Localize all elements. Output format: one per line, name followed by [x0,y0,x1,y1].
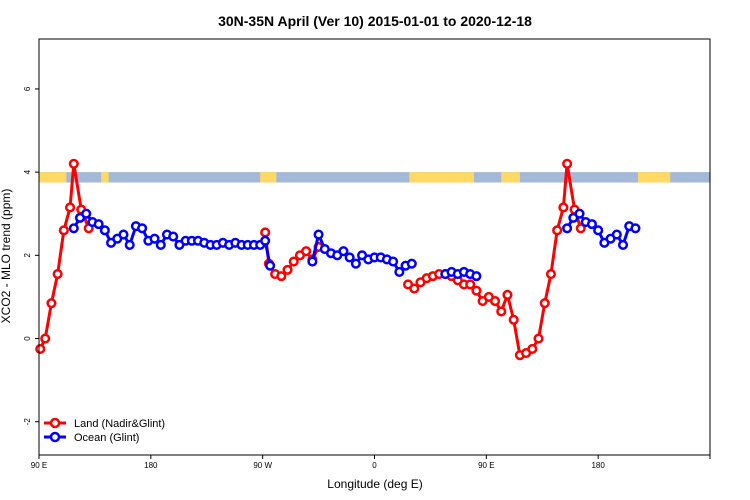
y-tick-label: -2 [23,418,32,426]
data-point-land [288,256,299,267]
x-tick-label: 90 E [31,461,47,470]
data-point-land [552,225,563,236]
land-band-span [260,172,277,183]
data-point-land [409,283,420,294]
series-ocean [68,208,641,282]
data-point-ocean [93,219,104,230]
data-point-ocean [406,258,417,269]
y-tick-label: 6 [23,86,32,91]
data-point-ocean [99,225,110,236]
data-point-land [502,289,513,300]
x-tick-label: 180 [591,461,605,470]
data-point-land [489,296,501,307]
data-point-ocean [344,252,355,263]
data-point-ocean [562,223,573,234]
data-point-land [46,298,57,309]
land-band-span [39,172,67,183]
data-point-ocean [155,239,166,250]
data-point-ocean [394,266,405,278]
data-point-land [527,343,538,354]
land-band-span [501,172,520,183]
data-point-ocean [68,223,79,234]
data-point-ocean [168,231,179,242]
data-point-land [65,202,76,213]
data-point-land [539,298,550,309]
data-point-ocean [593,225,604,236]
land-ocean-band [39,172,710,183]
legend: Land (Nadir&Glint) Ocean (Glint) [44,417,165,444]
data-point-land [40,333,51,344]
chart-title: 30N-35N April (Ver 10) 2015-01-01 to 202… [218,13,532,29]
legend-label-ocean: Ocean (Glint) [74,432,139,444]
data-point-land [562,158,573,169]
data-point-land [276,271,287,282]
data-point-land [301,246,312,257]
data-point-ocean [307,256,318,267]
data-point-ocean [350,258,361,269]
data-point-land [496,306,507,317]
data-point-land [558,202,569,213]
data-point-ocean [81,208,92,219]
x-tick-label: 90 E [478,461,494,470]
x-axis-label: Longitude (deg E) [327,477,422,491]
legend-marker-ocean [49,431,61,443]
x-tick-label: 180 [144,461,158,470]
data-point-ocean [574,208,585,219]
data-point-land [52,268,63,280]
land-band-span [409,172,474,183]
data-point-ocean [149,233,160,244]
data-point-ocean [137,223,148,234]
legend-marker-land [49,417,61,429]
y-axis: -2 0 2 4 6 [23,86,39,425]
data-point-ocean [124,239,135,250]
series-layer [35,158,641,361]
data-point-land [68,158,79,169]
ocean-band [39,172,710,183]
x-tick-label: 0 [372,461,377,470]
data-point-ocean [118,229,129,240]
y-tick-label: 4 [23,169,32,174]
series-land [35,158,586,361]
data-point-land [471,285,482,296]
legend-label-land: Land (Nadir&Glint) [74,418,165,430]
data-point-ocean [611,229,622,240]
x-axis: 90 E 180 90 W 0 90 E 180 [31,455,711,470]
land-band-span [637,172,671,183]
data-point-ocean [260,235,271,246]
data-point-land [533,333,544,344]
data-point-ocean [388,256,399,267]
data-point-ocean [265,260,276,271]
data-point-ocean [630,223,641,234]
land-band-span [101,172,109,183]
data-point-ocean [586,219,598,230]
data-point-land [465,279,476,290]
y-tick-label: 0 [23,336,32,341]
data-point-ocean [338,246,349,257]
data-point-ocean [617,239,629,250]
data-point-land [260,227,271,238]
data-point-land [575,223,586,234]
data-point-land [58,225,69,236]
data-point-ocean [313,229,324,240]
y-tick-label: 2 [23,253,32,258]
y-axis-label: XCO2 - MLO trend (ppm) [0,189,13,324]
data-point-land [35,343,46,354]
data-point-ocean [471,271,482,282]
series-line-land [38,162,91,350]
data-point-land [545,268,556,280]
series-line-land [407,162,583,357]
data-point-land [508,314,519,325]
x-tick-label: 90 W [253,461,272,470]
plot-frame [38,38,711,456]
data-point-land [282,264,293,275]
